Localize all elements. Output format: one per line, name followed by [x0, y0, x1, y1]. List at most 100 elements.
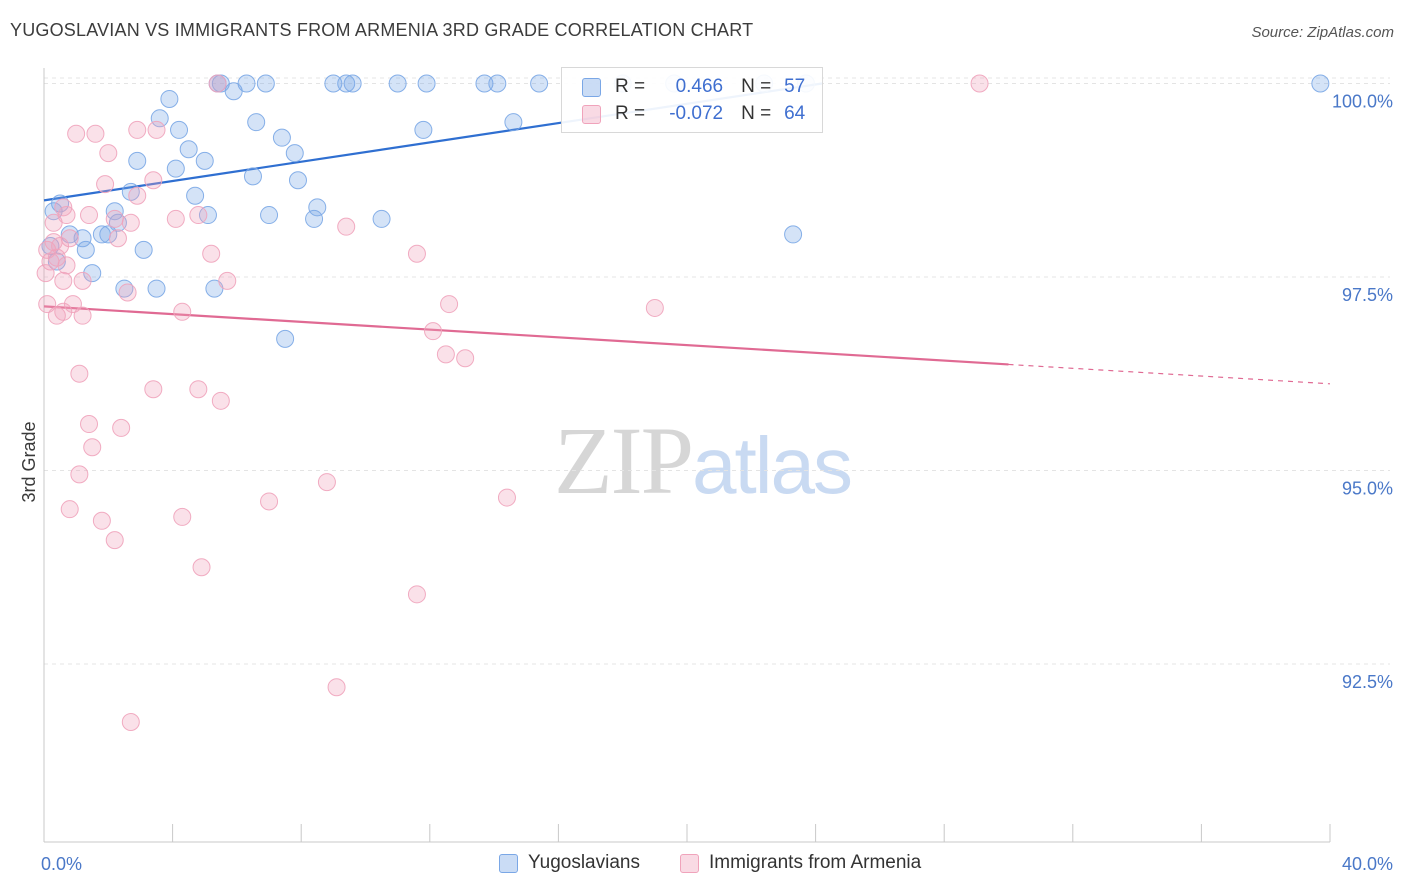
stats-row-yugoslavians: R = 0.466 N = 57 — [582, 75, 805, 99]
stats-r-value: 0.466 — [675, 76, 724, 97]
data-point — [372, 209, 391, 228]
data-point — [456, 349, 475, 368]
data-point — [436, 345, 455, 364]
stats-n-value: 57 — [784, 76, 806, 97]
data-point — [160, 89, 179, 108]
data-point — [970, 74, 989, 93]
data-point — [80, 415, 99, 434]
data-point — [67, 124, 86, 143]
data-point — [440, 295, 459, 314]
trend-line-extension — [1008, 363, 1331, 385]
data-point — [317, 473, 336, 492]
stats-n-value: 64 — [784, 103, 806, 124]
legend-label-yugoslavians: Yugoslavians — [528, 852, 640, 873]
data-point — [285, 144, 304, 163]
legend-swatch-yugoslavians — [499, 853, 518, 873]
data-point — [343, 74, 362, 93]
data-point — [337, 217, 356, 236]
data-point — [195, 151, 214, 170]
data-point — [327, 678, 346, 697]
x-tick-label: 40.0% — [1342, 854, 1393, 874]
data-point — [224, 82, 243, 101]
data-point — [208, 74, 227, 93]
data-point — [144, 171, 163, 190]
data-point — [99, 144, 118, 163]
y-axis-label: 3rd Grade — [19, 421, 39, 502]
data-point — [128, 186, 147, 205]
data-point — [54, 271, 73, 290]
stats-swatch-yugoslavians — [582, 77, 601, 97]
data-point — [54, 302, 73, 321]
data-point — [99, 225, 118, 244]
data-point — [308, 198, 327, 217]
data-point — [63, 295, 82, 314]
data-point — [305, 209, 324, 228]
x-tick-label: 0.0% — [41, 854, 82, 874]
data-point — [424, 322, 443, 341]
data-point — [276, 329, 295, 348]
data-point — [92, 511, 111, 530]
trend-line-armenia — [43, 305, 1009, 366]
data-point — [173, 507, 192, 526]
legend-item-armenia[interactable]: Immigrants from Armenia — [680, 852, 921, 874]
chart-legend: Yugoslavians Immigrants from Armenia — [0, 852, 1406, 878]
stats-r-label: R = — [615, 76, 646, 97]
data-point — [260, 206, 279, 225]
data-point — [96, 175, 115, 194]
data-point — [38, 240, 57, 259]
series-yugoslavians — [41, 74, 1330, 348]
data-point — [83, 438, 102, 457]
data-point — [247, 113, 266, 132]
data-point — [147, 279, 166, 298]
data-point — [260, 492, 279, 511]
data-point — [475, 74, 494, 93]
data-point — [150, 109, 169, 128]
stats-r-label: R = — [615, 103, 646, 124]
grid-lines — [44, 77, 1390, 665]
data-point — [211, 391, 230, 410]
legend-swatch-armenia — [680, 853, 699, 873]
chart-title: YUGOSLAVIAN VS IMMIGRANTS FROM ARMENIA 3… — [10, 20, 754, 40]
data-point — [121, 213, 140, 232]
y-tick-label: 97.5% — [1342, 285, 1393, 305]
legend-label-armenia: Immigrants from Armenia — [709, 852, 922, 873]
data-point — [128, 120, 147, 139]
data-point — [497, 488, 516, 507]
data-point — [324, 74, 343, 93]
data-point — [70, 465, 89, 484]
data-point — [417, 74, 436, 93]
data-point — [86, 124, 105, 143]
data-point — [166, 209, 185, 228]
data-point — [144, 380, 163, 399]
data-point — [121, 713, 140, 732]
data-point — [272, 128, 291, 147]
data-point — [76, 240, 95, 259]
data-point — [70, 364, 89, 383]
data-point — [645, 298, 664, 317]
data-point — [173, 302, 192, 321]
data-point — [73, 306, 92, 325]
data-point — [414, 120, 433, 139]
data-point — [166, 159, 185, 178]
data-point — [388, 74, 407, 93]
y-tick-label: 95.0% — [1342, 478, 1393, 498]
data-point — [44, 213, 63, 232]
data-point — [1311, 74, 1330, 93]
data-point — [784, 225, 803, 244]
data-point — [108, 229, 127, 248]
data-point — [202, 244, 221, 263]
data-point — [105, 202, 124, 221]
data-point — [179, 140, 198, 159]
data-point — [38, 295, 57, 314]
data-point — [170, 120, 189, 139]
data-point — [83, 264, 102, 283]
data-point — [218, 271, 237, 290]
data-point — [189, 380, 208, 399]
zipatlas-watermark: ZIPatlas — [554, 405, 853, 516]
data-point — [112, 418, 131, 437]
data-point — [407, 585, 426, 604]
data-point — [198, 206, 217, 225]
data-point — [243, 167, 262, 186]
legend-item-yugoslavians[interactable]: Yugoslavians — [499, 852, 640, 874]
data-point — [256, 74, 275, 93]
